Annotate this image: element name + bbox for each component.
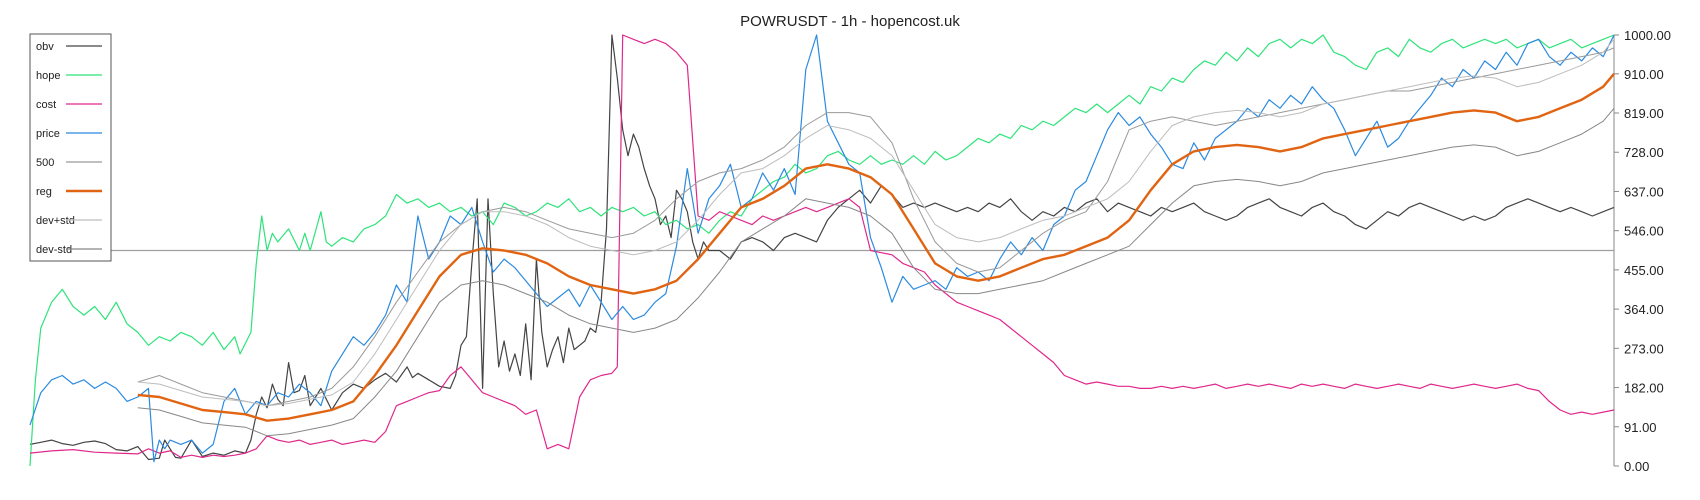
series-line-dev-std xyxy=(137,38,1615,407)
legend: obv hope cost price 500 reg dev+std dev-std xyxy=(29,33,112,262)
legend-label: dev-std xyxy=(36,244,72,256)
y-tick-label: 637.00 xyxy=(1624,184,1664,199)
y-tick-label: 819.00 xyxy=(1624,106,1664,121)
series-line-500 xyxy=(137,47,1615,407)
y-tick-label: 1000.00 xyxy=(1624,28,1671,43)
legend-label: cost xyxy=(36,99,56,111)
legend-label: dev+std xyxy=(36,215,75,227)
legend-label: reg xyxy=(36,186,52,198)
legend-label: hope xyxy=(36,70,60,82)
y-tick-label: 728.00 xyxy=(1624,145,1664,160)
y-tick-label: 0.00 xyxy=(1624,459,1649,474)
series-group xyxy=(29,34,1615,467)
series-line-reg xyxy=(137,73,1615,422)
y-tick-label: 455.00 xyxy=(1624,263,1664,278)
y-tick-label: 182.00 xyxy=(1624,381,1664,396)
series-line-dev-std xyxy=(137,107,1615,437)
y-tick-label: 91.00 xyxy=(1624,420,1657,435)
series-line-obv xyxy=(29,34,1615,461)
series-line-hope xyxy=(29,34,1615,467)
y-tick-label: 273.00 xyxy=(1624,341,1664,356)
series-line-cost xyxy=(29,34,1615,458)
legend-label: price xyxy=(36,128,60,140)
legend-label: 500 xyxy=(36,157,54,169)
legend-label: obv xyxy=(36,41,54,53)
y-tick-label: 910.00 xyxy=(1624,67,1664,82)
y-axis: 0.00 91.00 182.00 273.00 364.00 455.00 546.00 6… xyxy=(1613,28,1671,474)
y-tick-label: 364.00 xyxy=(1624,302,1664,317)
chart-title: POWRUSDT - 1h - hopencost.uk xyxy=(740,13,960,30)
legend-box xyxy=(29,33,112,262)
y-tick-label: 546.00 xyxy=(1624,224,1664,239)
